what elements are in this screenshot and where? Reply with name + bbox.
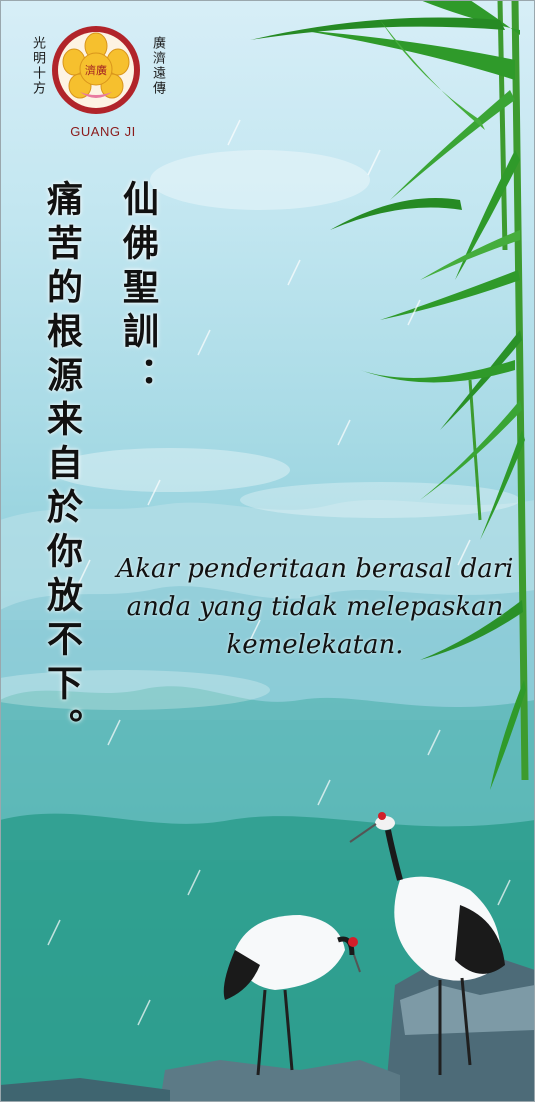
logo-emblem-text: 濟廣 [85,63,107,77]
cloud [240,482,520,518]
logo-brand-text: GUANG JI [70,124,136,139]
cloud [150,150,370,210]
guang-ji-logo: 濟廣 [52,26,140,114]
crane-illustration [223,915,361,1076]
crane-illustration [349,812,505,1075]
far-mountains [0,500,535,620]
left-motto: 光明十方 [30,36,45,96]
cloud [50,448,290,492]
cloud [0,670,270,710]
teaching-chinese-vertical: 痛苦的根源来自於你放不下。 [41,180,83,752]
bamboo-leaves [250,0,526,790]
mid-mountains [0,586,535,720]
heading-vertical: 仙佛聖訓： [117,180,159,400]
teaching-malay: Akar penderitaan berasal dari anda yang … [116,554,514,660]
rocks [0,960,535,1102]
near-hills [0,686,535,860]
right-motto: 廣濟遠傳 [150,36,165,96]
